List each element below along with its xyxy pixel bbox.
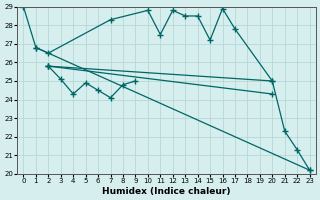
X-axis label: Humidex (Indice chaleur): Humidex (Indice chaleur) [102,187,231,196]
